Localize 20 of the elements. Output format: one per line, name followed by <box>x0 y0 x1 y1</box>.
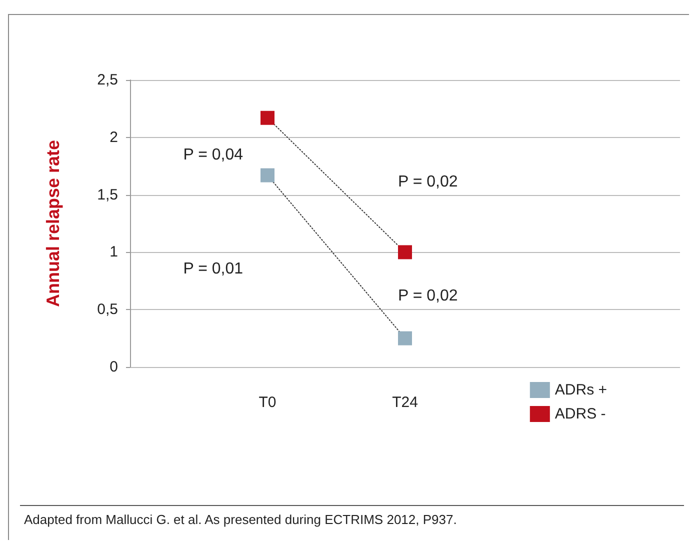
legend-label: ADRS - <box>554 406 606 422</box>
y-tick-label: 1 <box>110 244 118 261</box>
point <box>398 245 412 260</box>
text: Adapted from Mallucci G. et al. As presented during ECTRIMS 2012, P937. <box>24 512 457 527</box>
point <box>260 110 274 125</box>
point <box>260 168 274 182</box>
x-tick-label: T24 <box>392 394 418 411</box>
annotation: P = 0,02 <box>398 174 458 190</box>
x-tick-label: T0 <box>258 394 276 411</box>
y-tick-label: 2,5 <box>97 72 118 88</box>
annotation: P = 0,01 <box>183 260 244 278</box>
y-tick-label: 0 <box>110 358 118 376</box>
y-tick-label: 1,5 <box>97 186 118 204</box>
point <box>398 331 412 346</box>
annotation: P = 0,02 <box>398 288 458 304</box>
y-tick-label: 2 <box>110 128 118 146</box>
annotation: P = 0,04 <box>183 146 244 164</box>
y-axis-title: Annual relapse rate <box>43 140 63 308</box>
legend-label: ADRs + <box>554 382 608 398</box>
y-tick-label: 0,5 <box>97 301 118 318</box>
